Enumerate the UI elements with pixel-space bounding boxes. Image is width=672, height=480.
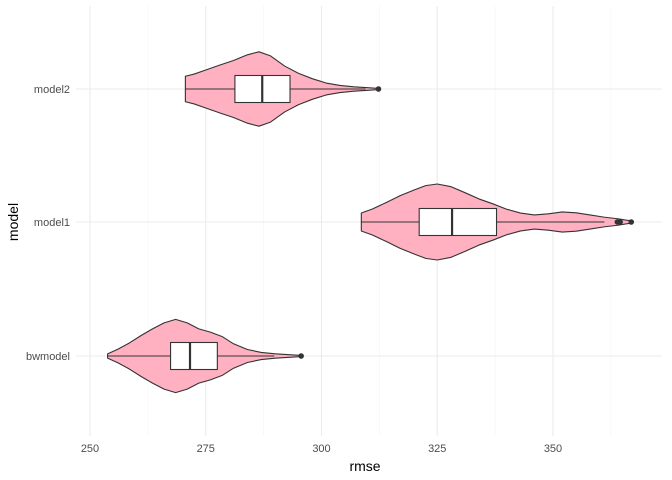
x-tick-labels: 250 275 300 325 350: [81, 443, 562, 455]
y-tick-label: bwmodel: [26, 351, 70, 363]
outlier-point: [298, 353, 304, 359]
x-tick-label: 350: [544, 443, 562, 455]
box-model1: [418, 207, 498, 237]
box-bwmodel: [170, 341, 218, 371]
x-tick-label: 250: [81, 443, 99, 455]
y-tick-labels: model2 model1 bwmodel: [26, 84, 70, 363]
x-tick-label: 300: [312, 443, 330, 455]
y-axis-title: model: [5, 203, 21, 241]
outliers: [298, 86, 635, 359]
outlier-point: [375, 86, 382, 92]
x-tick-label: 275: [197, 443, 215, 455]
y-tick-label: model1: [34, 217, 70, 229]
outlier-point: [617, 219, 623, 225]
outlier-point: [628, 219, 635, 225]
y-tick-label: model2: [34, 84, 70, 96]
boxplots: [107, 74, 605, 371]
x-axis-title: rmse: [349, 458, 380, 474]
x-tick-label: 325: [428, 443, 446, 455]
